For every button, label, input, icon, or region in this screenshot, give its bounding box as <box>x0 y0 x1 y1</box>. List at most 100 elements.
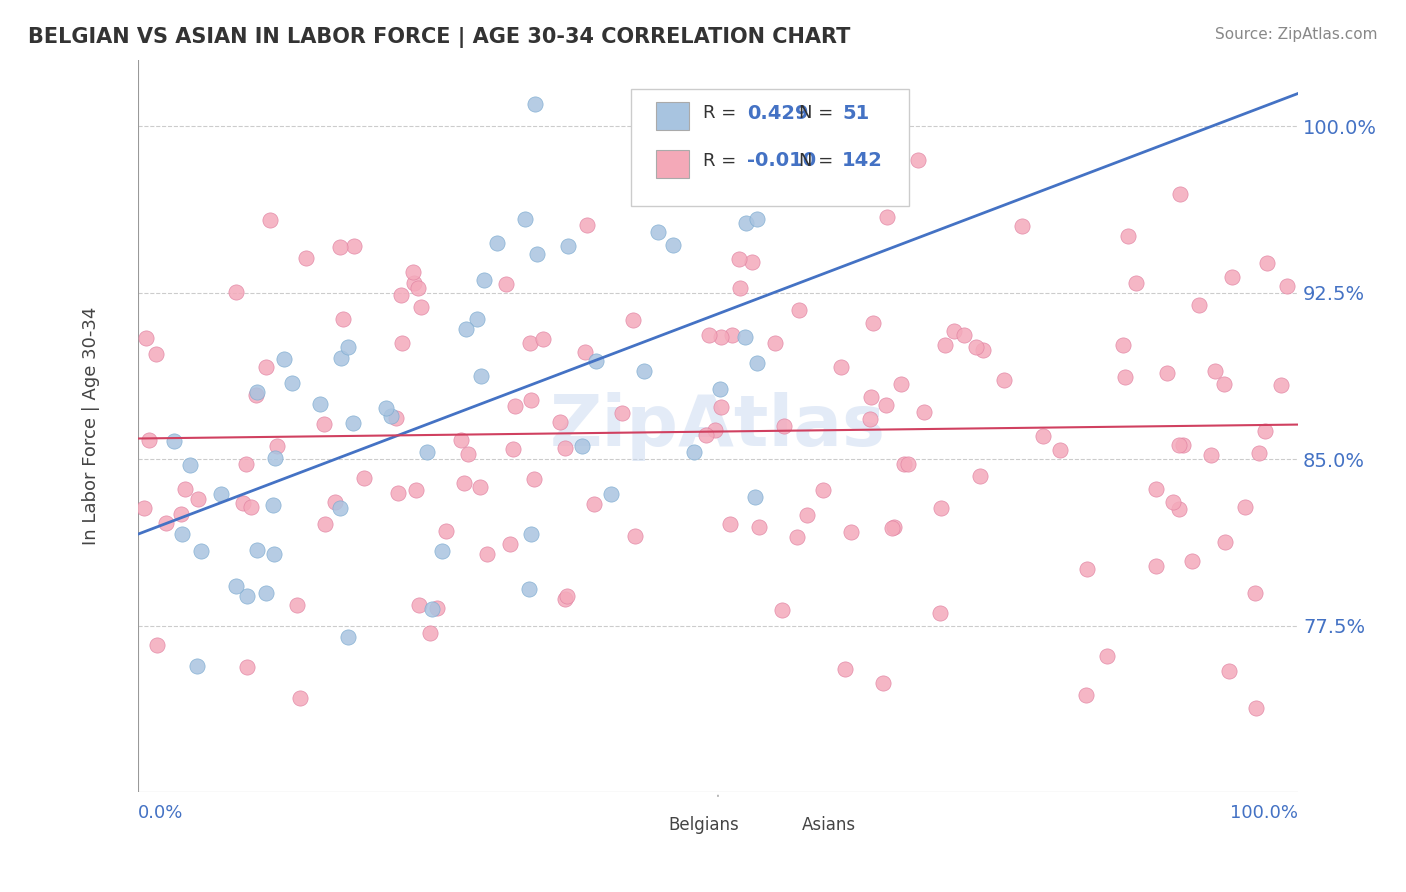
Point <box>342 417 364 431</box>
Point <box>468 480 491 494</box>
Text: ZipAtlas: ZipAtlas <box>550 392 886 460</box>
Point <box>163 434 186 449</box>
Point <box>883 520 905 534</box>
Point <box>225 579 247 593</box>
Point <box>741 255 763 269</box>
Point <box>1049 443 1071 458</box>
Point <box>517 582 540 596</box>
Point <box>1199 448 1222 462</box>
Point <box>387 485 409 500</box>
Point <box>876 211 898 225</box>
Point <box>519 336 541 351</box>
Point <box>897 458 920 472</box>
Point <box>1233 500 1256 514</box>
Point <box>763 335 786 350</box>
Point <box>747 356 769 370</box>
Point <box>1156 366 1178 380</box>
Point <box>132 500 155 515</box>
Point <box>969 469 991 483</box>
Point <box>470 368 492 383</box>
Point <box>748 520 770 534</box>
Point <box>912 405 935 419</box>
Point <box>246 542 269 557</box>
Point <box>548 415 571 429</box>
Point <box>262 498 284 512</box>
Point <box>612 406 634 420</box>
Point <box>834 662 856 676</box>
Point <box>523 97 546 112</box>
Point <box>796 508 818 522</box>
Text: BELGIAN VS ASIAN IN LABOR FORCE | AGE 30-34 CORRELATION CHART: BELGIAN VS ASIAN IN LABOR FORCE | AGE 30… <box>28 27 851 48</box>
Point <box>453 475 475 490</box>
Point <box>475 547 498 561</box>
Point <box>582 497 605 511</box>
Point <box>575 218 598 232</box>
Point <box>224 285 246 300</box>
Text: R =: R = <box>703 104 742 122</box>
Text: In Labor Force | Age 30-34: In Labor Force | Age 30-34 <box>83 307 100 545</box>
Point <box>353 471 375 485</box>
Point <box>942 324 965 338</box>
Point <box>323 495 346 509</box>
Point <box>1167 438 1189 452</box>
Point <box>526 246 548 260</box>
Point <box>1218 664 1240 678</box>
Point <box>314 417 336 431</box>
Point <box>770 602 793 616</box>
Point <box>1170 187 1192 202</box>
Point <box>1256 256 1278 270</box>
Point <box>172 527 194 541</box>
Point <box>928 607 950 621</box>
Point <box>273 352 295 367</box>
Point <box>721 328 744 343</box>
Point <box>405 483 427 498</box>
Point <box>380 409 402 423</box>
Point <box>859 412 882 426</box>
Point <box>520 393 543 408</box>
Point <box>1249 446 1271 460</box>
Point <box>600 486 623 500</box>
Point <box>499 537 522 551</box>
Text: R =: R = <box>703 152 742 169</box>
Point <box>1112 338 1135 352</box>
Point <box>402 265 425 279</box>
Point <box>174 483 197 497</box>
Point <box>813 483 835 497</box>
Point <box>135 331 157 345</box>
Point <box>170 507 193 521</box>
Point <box>409 301 432 315</box>
Point <box>1244 700 1267 714</box>
Point <box>1254 424 1277 438</box>
Point <box>472 273 495 287</box>
Point <box>585 353 607 368</box>
Point <box>623 528 645 542</box>
Point <box>1074 689 1097 703</box>
Point <box>1204 364 1226 378</box>
Point <box>389 287 412 301</box>
Point <box>263 450 285 465</box>
Text: N =: N = <box>799 104 839 122</box>
Point <box>465 312 488 326</box>
Point <box>929 501 952 516</box>
Point <box>734 216 756 230</box>
Point <box>662 237 685 252</box>
Text: Belgians: Belgians <box>668 816 738 835</box>
Point <box>295 252 318 266</box>
FancyBboxPatch shape <box>631 89 910 206</box>
Point <box>337 630 360 644</box>
Point <box>266 439 288 453</box>
Text: 51: 51 <box>842 103 869 122</box>
Point <box>697 327 720 342</box>
Point <box>710 330 733 344</box>
Point <box>290 690 312 705</box>
Point <box>860 157 883 171</box>
Point <box>329 351 352 365</box>
Point <box>1011 219 1033 234</box>
Point <box>633 364 655 378</box>
Point <box>695 427 717 442</box>
Point <box>236 589 259 603</box>
Point <box>263 548 285 562</box>
Point <box>553 592 575 607</box>
Point <box>720 517 742 532</box>
Text: 142: 142 <box>842 152 883 170</box>
